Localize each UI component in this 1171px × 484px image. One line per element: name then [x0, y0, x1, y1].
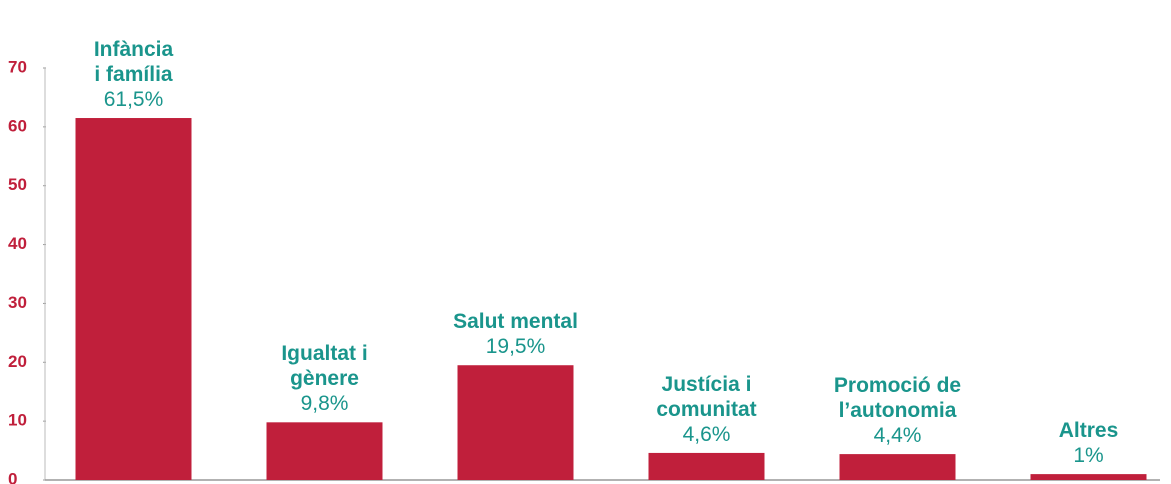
category-label: Igualtat i gènere — [281, 342, 368, 391]
bar — [457, 365, 574, 480]
y-tick-label: 70 — [8, 57, 27, 76]
value-label: 19,5% — [485, 335, 546, 359]
y-tick-label: 30 — [8, 293, 27, 312]
y-tick-label: 20 — [8, 352, 27, 371]
bar-label: Salut mental 19,5% — [421, 309, 611, 359]
value-label: 9,8% — [300, 392, 349, 416]
bar-label: Promoció de l’autonomia 4,4% — [803, 373, 993, 448]
category-label: Justícia i comunitat — [656, 372, 757, 421]
y-tick-label: 50 — [8, 175, 27, 194]
bar-label: Altres 1% — [994, 418, 1171, 468]
value-label: 61,5% — [103, 88, 164, 112]
y-tick-label: 40 — [8, 234, 27, 253]
category-label: Infància i família — [93, 38, 174, 87]
bar-label: Justícia i comunitat 4,6% — [612, 372, 802, 447]
bar — [839, 454, 956, 480]
bar-label: Infància i família 61,5% — [39, 37, 229, 112]
value-label: 4,6% — [682, 422, 731, 446]
y-tick-label: 10 — [8, 411, 27, 430]
value-label: 1% — [1073, 444, 1104, 468]
bar-label: Igualtat i gènere 9,8% — [230, 341, 420, 416]
bar — [648, 452, 765, 480]
value-label: 4,4% — [873, 424, 922, 448]
y-tick-label: 0 — [8, 469, 17, 484]
bar — [266, 422, 383, 480]
bar — [75, 118, 192, 481]
y-tick-label: 60 — [8, 116, 27, 135]
category-label: Altres — [1058, 419, 1119, 443]
category-label: Salut mental — [453, 310, 578, 334]
category-label: Promoció de l’autonomia — [833, 374, 962, 423]
bar — [1030, 474, 1147, 480]
